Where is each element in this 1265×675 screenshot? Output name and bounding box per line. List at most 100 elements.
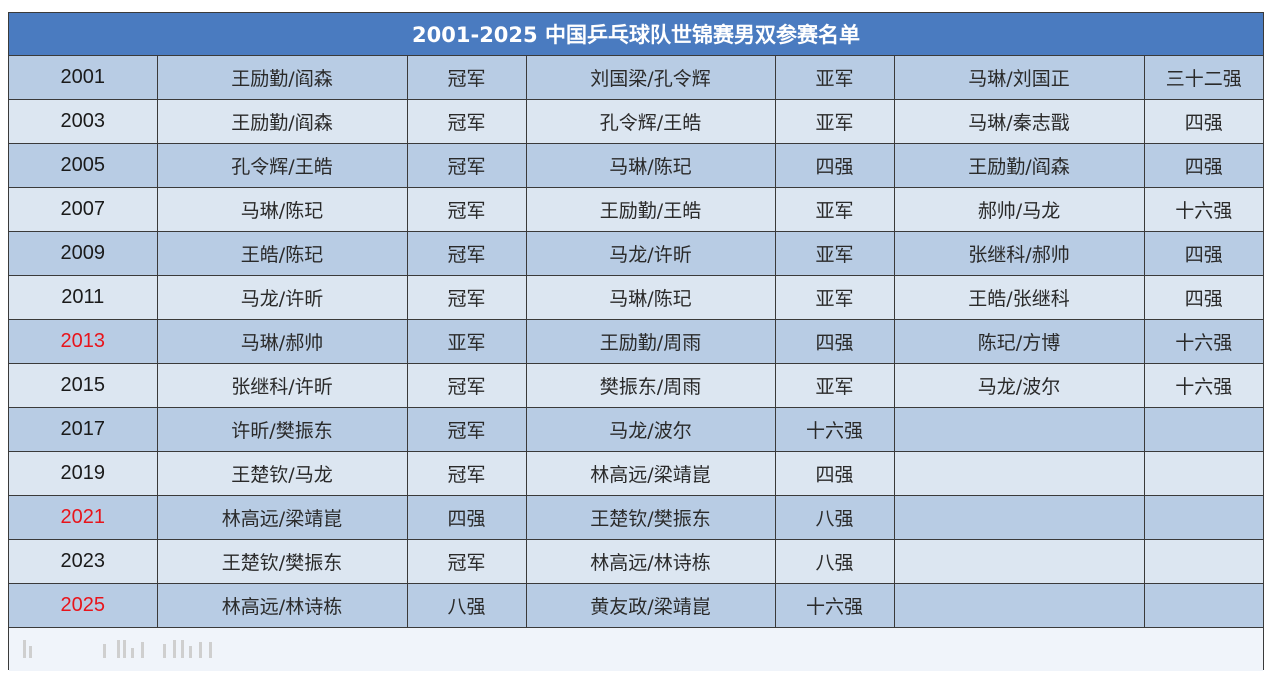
table-row: 2019 王楚钦/马龙 冠军 林高远/梁靖崑 四强: [9, 451, 1263, 496]
table-row: 2003 王励勤/阎森 冠军 孔令辉/王皓 亚军 马琳/秦志戬 四强: [9, 99, 1263, 144]
pair-1-cell: 孔令辉/王皓: [156, 143, 408, 188]
year-cell: 2011: [9, 275, 158, 320]
result-1-cell: 冠军: [406, 451, 527, 496]
roster-table: 2001 王励勤/阎森 冠军 刘国梁/孔令辉 亚军 马琳/刘国正 三十二强 2003 王励勤/阎…: [9, 56, 1263, 628]
pair-3-cell: 马琳/刘国正: [893, 56, 1145, 100]
year-cell: 2001: [9, 56, 158, 100]
watermark: [23, 640, 223, 658]
year-cell: 2025: [9, 583, 158, 628]
result-1-cell: 冠军: [406, 275, 527, 320]
pair-2-cell: 马琳/陈玘: [525, 143, 776, 188]
pair-3-cell: 张继科/郝帅: [893, 231, 1145, 276]
year-cell: 2023: [9, 539, 158, 584]
pair-1-cell: 王励勤/阎森: [156, 56, 408, 100]
result-2-cell: 四强: [774, 143, 895, 188]
result-3-cell: 十六强: [1143, 363, 1263, 408]
pair-2-cell: 马龙/波尔: [525, 407, 776, 452]
result-2-cell: 亚军: [774, 56, 895, 100]
result-2-cell: 十六强: [774, 407, 895, 452]
pair-2-cell: 马琳/陈玘: [525, 275, 776, 320]
pair-3-cell: [893, 407, 1145, 452]
table-row: 2001 王励勤/阎森 冠军 刘国梁/孔令辉 亚军 马琳/刘国正 三十二强: [9, 56, 1263, 100]
table-row: 2023 王楚钦/樊振东 冠军 林高远/林诗栋 八强: [9, 539, 1263, 584]
pair-1-cell: 王励勤/阎森: [156, 99, 408, 144]
result-3-cell: 四强: [1143, 99, 1263, 144]
pair-2-cell: 樊振东/周雨: [525, 363, 776, 408]
pair-2-cell: 黄友政/梁靖崑: [525, 583, 776, 628]
pair-2-cell: 王励勤/周雨: [525, 319, 776, 364]
result-3-cell: 十六强: [1143, 319, 1263, 364]
result-3-cell: [1143, 451, 1263, 496]
result-1-cell: 八强: [406, 583, 527, 628]
result-1-cell: 冠军: [406, 143, 527, 188]
result-3-cell: [1143, 407, 1263, 452]
table-row: 2025 林高远/林诗栋 八强 黄友政/梁靖崑 十六强: [9, 583, 1263, 628]
year-cell: 2007: [9, 187, 158, 232]
result-2-cell: 八强: [774, 539, 895, 584]
result-1-cell: 冠军: [406, 407, 527, 452]
pair-2-cell: 刘国梁/孔令辉: [525, 56, 776, 100]
roster-table-frame: 2001-2025 中国乒乓球队世锦赛男双参赛名单 2001 王励勤/阎森 冠军 刘国…: [8, 12, 1264, 671]
result-2-cell: 亚军: [774, 231, 895, 276]
pair-2-cell: 王励勤/王皓: [525, 187, 776, 232]
result-1-cell: 亚军: [406, 319, 527, 364]
result-2-cell: 亚军: [774, 275, 895, 320]
result-1-cell: 冠军: [406, 187, 527, 232]
pair-3-cell: 马琳/秦志戬: [893, 99, 1145, 144]
table-row: 2013 马琳/郝帅 亚军 王励勤/周雨 四强 陈玘/方博 十六强: [9, 319, 1263, 364]
result-3-cell: [1143, 583, 1263, 628]
result-2-cell: 四强: [774, 319, 895, 364]
pair-2-cell: 林高远/梁靖崑: [525, 451, 776, 496]
result-2-cell: 八强: [774, 495, 895, 540]
table-row: 2015 张继科/许昕 冠军 樊振东/周雨 亚军 马龙/波尔 十六强: [9, 363, 1263, 408]
pair-1-cell: 马龙/许昕: [156, 275, 408, 320]
result-2-cell: 十六强: [774, 583, 895, 628]
table-row: 2021 林高远/梁靖崑 四强 王楚钦/樊振东 八强: [9, 495, 1263, 540]
pair-1-cell: 王楚钦/樊振东: [156, 539, 408, 584]
pair-1-cell: 林高远/林诗栋: [156, 583, 408, 628]
pair-3-cell: [893, 539, 1145, 584]
pair-1-cell: 王楚钦/马龙: [156, 451, 408, 496]
year-cell: 2003: [9, 99, 158, 144]
year-cell: 2021: [9, 495, 158, 540]
pair-1-cell: 王皓/陈玘: [156, 231, 408, 276]
pair-3-cell: 郝帅/马龙: [893, 187, 1145, 232]
result-3-cell: [1143, 539, 1263, 584]
pair-1-cell: 张继科/许昕: [156, 363, 408, 408]
pair-2-cell: 马龙/许昕: [525, 231, 776, 276]
year-cell: 2017: [9, 407, 158, 452]
table-body: 2001 王励勤/阎森 冠军 刘国梁/孔令辉 亚军 马琳/刘国正 三十二强 2003 王励勤/阎…: [9, 56, 1263, 628]
table-row: 2009 王皓/陈玘 冠军 马龙/许昕 亚军 张继科/郝帅 四强: [9, 231, 1263, 276]
result-1-cell: 四强: [406, 495, 527, 540]
pair-1-cell: 许昕/樊振东: [156, 407, 408, 452]
result-3-cell: 三十二强: [1143, 56, 1263, 100]
pair-2-cell: 孔令辉/王皓: [525, 99, 776, 144]
table-row: 2011 马龙/许昕 冠军 马琳/陈玘 亚军 王皓/张继科 四强: [9, 275, 1263, 320]
pair-1-cell: 马琳/郝帅: [156, 319, 408, 364]
result-1-cell: 冠军: [406, 56, 527, 100]
pair-2-cell: 王楚钦/樊振东: [525, 495, 776, 540]
result-2-cell: 亚军: [774, 99, 895, 144]
table-footer: [9, 628, 1263, 671]
pair-3-cell: [893, 451, 1145, 496]
year-cell: 2009: [9, 231, 158, 276]
pair-3-cell: [893, 583, 1145, 628]
year-cell: 2005: [9, 143, 158, 188]
pair-3-cell: 王励勤/阎森: [893, 143, 1145, 188]
pair-3-cell: 马龙/波尔: [893, 363, 1145, 408]
result-1-cell: 冠军: [406, 363, 527, 408]
result-3-cell: 四强: [1143, 231, 1263, 276]
pair-3-cell: 陈玘/方博: [893, 319, 1145, 364]
year-cell: 2013: [9, 319, 158, 364]
pair-1-cell: 马琳/陈玘: [156, 187, 408, 232]
result-1-cell: 冠军: [406, 99, 527, 144]
result-2-cell: 亚军: [774, 187, 895, 232]
result-3-cell: 四强: [1143, 275, 1263, 320]
result-2-cell: 亚军: [774, 363, 895, 408]
year-cell: 2019: [9, 451, 158, 496]
result-1-cell: 冠军: [406, 231, 527, 276]
result-1-cell: 冠军: [406, 539, 527, 584]
result-2-cell: 四强: [774, 451, 895, 496]
year-cell: 2015: [9, 363, 158, 408]
table-row: 2017 许昕/樊振东 冠军 马龙/波尔 十六强: [9, 407, 1263, 452]
